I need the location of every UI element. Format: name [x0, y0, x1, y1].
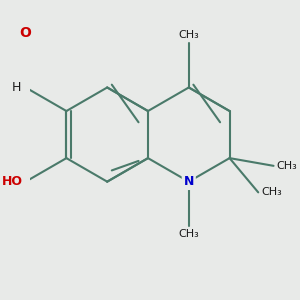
Text: CH₃: CH₃: [277, 161, 298, 171]
Text: CH₃: CH₃: [178, 229, 199, 239]
Text: CH₃: CH₃: [178, 30, 199, 40]
Text: CH₃: CH₃: [262, 188, 282, 197]
Text: HO: HO: [2, 175, 22, 188]
Text: H: H: [12, 81, 22, 94]
Text: O: O: [20, 26, 32, 40]
Text: N: N: [184, 175, 194, 188]
